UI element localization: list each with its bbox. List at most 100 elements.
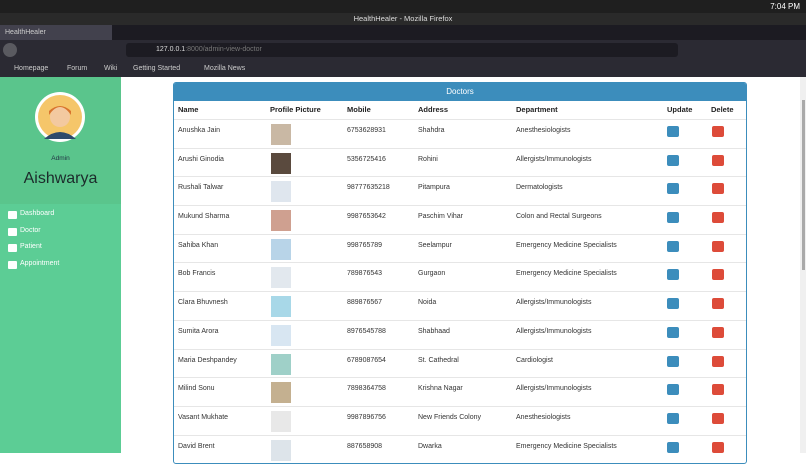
delete-button[interactable] (712, 212, 724, 224)
cell: Allergists/Immunologists (516, 327, 592, 335)
profile-picture (271, 181, 291, 203)
table-row: Anushka Jain 6753628931 Shahdra Anesthesiol… (174, 119, 746, 148)
cell: 889876567 (347, 299, 383, 307)
doctor-table: Doctors Name Profile Picture Mobile Address… (173, 82, 747, 464)
table-body: Anushka Jain 6753628931 Shahdra Anesthesiol… (174, 119, 746, 463)
profile-picture (271, 267, 291, 289)
table-row: Vasant Mukhate 9987896756 New Friends Colo… (174, 405, 746, 435)
update-button[interactable] (667, 326, 679, 338)
cell: Emergency Medicine Specialists (516, 442, 617, 450)
cell: Maria Deshpandey (178, 356, 237, 364)
cell: 8976545788 (347, 327, 386, 335)
table-row: Sahiba Khan 998765789 Seelampur Emergency M… (174, 233, 746, 263)
cell: Seelampur (418, 241, 452, 249)
delete-button[interactable] (712, 355, 724, 367)
bookmark[interactable]: Mozilla News (204, 65, 246, 72)
header-row: Name Profile Picture Mobile Address Departme… (174, 101, 746, 119)
table-row: Rushali Talwar 98777635218 Pitampura Dermat… (174, 176, 746, 205)
user-name: Aishwarya (23, 170, 98, 187)
column-header: Department (516, 105, 558, 114)
delete-button[interactable] (712, 298, 724, 310)
update-button[interactable] (667, 441, 679, 453)
profile-picture (271, 152, 291, 174)
table-row: Bob Francis 789876543 Gurgaon Emergency Med… (174, 262, 746, 291)
delete-button[interactable] (712, 326, 724, 338)
url-bar[interactable]: 127.0.0.1:8000/admin-view-doctor (126, 43, 678, 57)
cell: Dermatologists (516, 184, 563, 192)
delete-button[interactable] (712, 384, 724, 396)
update-button[interactable] (667, 269, 679, 281)
delete-button[interactable] (712, 240, 724, 252)
menu-item[interactable]: Doctor (20, 226, 41, 234)
column-header: Address (418, 105, 449, 114)
profile-picture (271, 296, 291, 318)
scrollbar[interactable] (800, 77, 806, 453)
cell: Clara Bhuvnesh (178, 299, 228, 307)
table-row: Arushi Ginodia 5356725416 Rohini Allergists… (174, 147, 746, 177)
column-header: Name (178, 105, 199, 114)
role: Admin (51, 155, 70, 162)
cell: Allergists/Immunologists (516, 299, 592, 307)
update-button[interactable] (667, 183, 679, 195)
profile-picture (271, 353, 291, 375)
cell: Krishna Nagar (418, 385, 463, 393)
bookmark[interactable]: Wiki (104, 65, 118, 72)
tab[interactable]: HealthHealer (0, 25, 112, 40)
cell: Arushi Ginodia (178, 155, 224, 163)
cell: Mukund Sharma (178, 213, 230, 221)
cell: David Brent (178, 442, 215, 450)
delete-button[interactable] (712, 269, 724, 281)
delete-button[interactable] (712, 154, 724, 166)
url-host: 127.0.0.1 (156, 46, 186, 53)
update-button[interactable] (667, 298, 679, 310)
delete-button[interactable] (712, 412, 724, 424)
menu-item[interactable]: Appointment (20, 259, 60, 267)
bookmark[interactable]: Getting Started (133, 65, 181, 72)
cell: 98777635218 (347, 184, 390, 192)
menu-icon (8, 244, 17, 252)
url-path: :8000/admin-view-doctor (185, 46, 262, 53)
table-row: David Brent 887658908 Dwarka Emergency Medi… (174, 434, 746, 464)
update-button[interactable] (667, 154, 679, 166)
delete-button[interactable] (712, 126, 724, 137)
table-row: Clara Bhuvnesh 889876567 Noida Allergists/I… (174, 291, 746, 320)
delete-button[interactable] (712, 183, 724, 195)
update-button[interactable] (667, 240, 679, 252)
cell: Gurgaon (418, 270, 446, 278)
profile-picture (271, 238, 291, 260)
avatar (35, 92, 85, 142)
profile-picture (271, 382, 291, 404)
cell: Paschim Vihar (418, 213, 464, 221)
cell: Sahiba Khan (178, 241, 219, 249)
clock: 7:04 PM (770, 2, 800, 11)
update-button[interactable] (667, 384, 679, 396)
delete-button[interactable] (712, 441, 724, 453)
cell: Sumita Arora (178, 327, 219, 335)
bookmark[interactable]: Homepage (14, 65, 49, 72)
column-header: Update (667, 105, 693, 114)
menu-icon (8, 211, 17, 219)
profile-picture (271, 439, 291, 461)
cell: 9987896756 (347, 413, 386, 421)
cell: Emergency Medicine Specialists (516, 241, 617, 249)
table-row: Maria Deshpandey 6789087654 St. Cathedral C… (174, 348, 746, 378)
menu-icon (8, 227, 17, 236)
profile-picture (271, 210, 291, 232)
cell: Allergists/Immunologists (516, 155, 592, 163)
profile-picture (271, 324, 291, 346)
cell: Pitampura (418, 184, 450, 192)
back-button[interactable] (3, 43, 17, 57)
update-button[interactable] (667, 212, 679, 224)
bookmark[interactable]: Forum (67, 65, 88, 72)
update-button[interactable] (667, 355, 679, 367)
menu-item[interactable]: Dashboard (20, 210, 55, 217)
cell: New Friends Colony (418, 413, 482, 421)
cell: Anesthesiologists (516, 413, 571, 421)
cell: Rohini (418, 155, 438, 163)
profile-picture (271, 410, 291, 432)
menu-item[interactable]: Patient (20, 243, 42, 250)
cell: 789876543 (347, 270, 383, 278)
update-button[interactable] (667, 412, 679, 424)
cell: Noida (418, 299, 437, 307)
update-button[interactable] (667, 126, 679, 137)
